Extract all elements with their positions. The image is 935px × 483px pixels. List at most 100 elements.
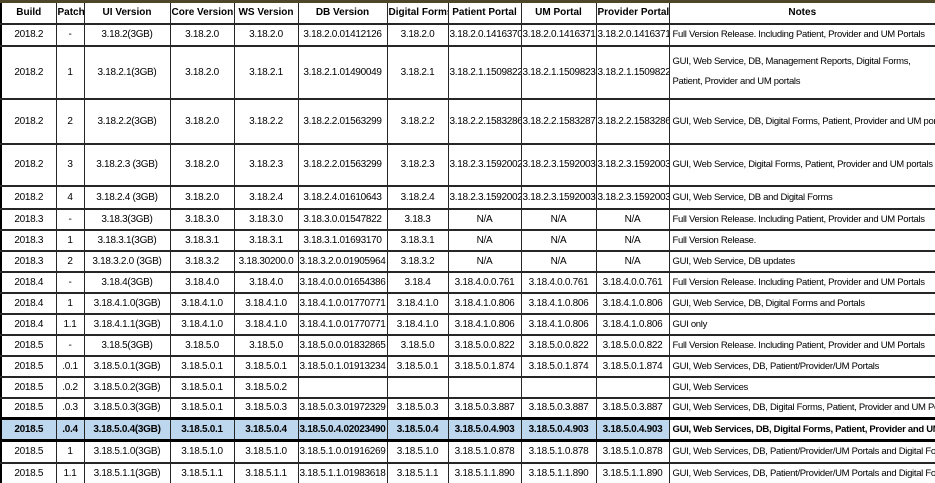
cell[interactable]: 3.18.5.1.0 bbox=[233, 439, 299, 464]
cell[interactable]: 4 bbox=[55, 184, 85, 210]
cell[interactable]: 3.18.5.0 bbox=[386, 333, 449, 357]
cell[interactable]: 3.18.2.0.1416370 bbox=[447, 22, 522, 47]
cell[interactable]: 3.18.30200.0 bbox=[233, 249, 299, 273]
cell[interactable]: 3.18.2.2.1583286 bbox=[595, 97, 670, 145]
cell[interactable]: 3.18.5.1.0(3GB) bbox=[83, 439, 171, 464]
cell[interactable]: 3.18.5.1.1.890 bbox=[447, 461, 522, 483]
cell[interactable]: 3.18.2.3.1592003 bbox=[520, 184, 597, 210]
cell[interactable]: 3.18.2.0.1416371 bbox=[520, 22, 597, 47]
cell[interactable]: 3.18.5.0.4.903 bbox=[520, 417, 597, 442]
column-header-db-version[interactable]: DB Version bbox=[297, 0, 388, 25]
cell[interactable]: 3.18.3.0 bbox=[233, 207, 299, 231]
cell[interactable]: 3.18.2.3.1592003 bbox=[520, 142, 597, 187]
cell[interactable]: 1 bbox=[55, 44, 85, 100]
cell[interactable]: 2 bbox=[55, 249, 85, 273]
cell[interactable]: 3.18.2.2.1583286 bbox=[447, 97, 522, 145]
cell[interactable]: 3.18.5.0.4 bbox=[233, 417, 299, 442]
column-header-ui-version[interactable]: UI Version bbox=[83, 0, 171, 25]
cell[interactable]: 3.18.2.1.1509822 bbox=[447, 44, 522, 100]
cell[interactable]: 3.18.4.1.0 bbox=[169, 312, 235, 336]
cell[interactable]: 3.18.5.1.1 bbox=[233, 461, 299, 483]
cell[interactable]: 3.18.2.0 bbox=[169, 184, 235, 210]
cell[interactable]: 3.18.2.2 bbox=[233, 97, 299, 145]
cell[interactable]: N/A bbox=[447, 228, 522, 252]
cell[interactable]: .0.2 bbox=[55, 375, 85, 399]
notes-cell[interactable]: GUI, Web Service, DB, Digital Forms, Pat… bbox=[668, 97, 935, 145]
cell[interactable]: 3.18.5.1.0.878 bbox=[447, 439, 522, 464]
cell[interactable]: - bbox=[55, 207, 85, 231]
cell[interactable]: 3.18.5.1.0.878 bbox=[520, 439, 597, 464]
cell[interactable]: N/A bbox=[595, 249, 670, 273]
cell[interactable]: 3.18.2.2.01563299 bbox=[297, 97, 388, 145]
cell[interactable]: 3.18.2.2(3GB) bbox=[83, 97, 171, 145]
notes-cell[interactable]: GUI, Web Service, Digital Forms, Patient… bbox=[668, 142, 935, 187]
notes-cell[interactable]: GUI, Web Services bbox=[668, 375, 935, 399]
cell[interactable]: 3.18.5.1.0.878 bbox=[595, 439, 670, 464]
cell[interactable]: 2018.3 bbox=[0, 228, 57, 252]
cell[interactable]: 3.18.5.1.0 bbox=[169, 439, 235, 464]
column-header-notes[interactable]: Notes bbox=[668, 0, 935, 25]
cell[interactable]: 3.18.5.0.4.903 bbox=[595, 417, 670, 442]
cell[interactable]: 2 bbox=[55, 97, 85, 145]
cell[interactable]: 3.18.2.4 bbox=[386, 184, 449, 210]
cell[interactable]: 3.18.2.3.1592003 bbox=[595, 142, 670, 187]
notes-cell[interactable]: GUI, Web Services, DB, Patient/Provider/… bbox=[668, 461, 935, 483]
cell[interactable]: 3.18.4.1.0(3GB) bbox=[83, 291, 171, 315]
cell[interactable]: 3.18.2.4.01610643 bbox=[297, 184, 388, 210]
notes-cell[interactable]: GUI only bbox=[668, 312, 935, 336]
cell[interactable]: 3.18.3.1(3GB) bbox=[83, 228, 171, 252]
cell[interactable]: 3.18.5.0.3.887 bbox=[595, 396, 670, 420]
cell[interactable]: 3.18.4.0 bbox=[169, 270, 235, 294]
cell[interactable]: 3.18.2.1 bbox=[233, 44, 299, 100]
notes-cell[interactable]: Full Version Release. Including Patient,… bbox=[668, 270, 935, 294]
cell[interactable]: 3.18.2.3 bbox=[233, 142, 299, 187]
cell[interactable]: 1 bbox=[55, 228, 85, 252]
cell[interactable]: N/A bbox=[520, 249, 597, 273]
notes-cell[interactable]: GUI, Web Services, DB, Digital Forms, Pa… bbox=[668, 396, 935, 420]
cell[interactable] bbox=[520, 375, 597, 399]
cell[interactable]: 3.18.2.1.1509822 bbox=[595, 44, 670, 100]
cell[interactable]: 2018.5 bbox=[0, 375, 57, 399]
cell[interactable]: 3.18.5(3GB) bbox=[83, 333, 171, 357]
cell[interactable]: 3.18.2.0 bbox=[233, 22, 299, 47]
cell[interactable]: 3.18.3 bbox=[386, 207, 449, 231]
cell[interactable]: 3.18.2.3.1592002 bbox=[447, 142, 522, 187]
cell[interactable]: 3.18.5.0.0.822 bbox=[447, 333, 522, 357]
cell[interactable]: 2018.3 bbox=[0, 207, 57, 231]
column-header-ws-version[interactable]: WS Version bbox=[233, 0, 299, 25]
cell[interactable]: 3.18.5.0.1.874 bbox=[447, 354, 522, 378]
notes-cell[interactable]: Full Version Release. Including Patient,… bbox=[668, 333, 935, 357]
cell[interactable]: 2018.5 bbox=[0, 333, 57, 357]
column-header-core-version[interactable]: Core Version bbox=[169, 0, 235, 25]
cell[interactable]: 3.18.5.0.3.01972329 bbox=[297, 396, 388, 420]
cell[interactable]: 3.18.4.1.0 bbox=[169, 291, 235, 315]
column-header-build[interactable]: Build bbox=[0, 0, 57, 25]
cell[interactable]: 3.18.5.1.1.01983618 bbox=[297, 461, 388, 483]
cell[interactable]: 3.18.4(3GB) bbox=[83, 270, 171, 294]
cell[interactable]: 1.1 bbox=[55, 312, 85, 336]
cell[interactable]: .0.3 bbox=[55, 396, 85, 420]
cell[interactable]: - bbox=[55, 22, 85, 47]
cell[interactable]: 3.18.4.0.0.761 bbox=[520, 270, 597, 294]
cell[interactable]: 3.18.2.0 bbox=[169, 44, 235, 100]
cell[interactable]: 3.18.2.1.1509823 bbox=[520, 44, 597, 100]
cell[interactable]: 3.18.2.0 bbox=[169, 22, 235, 47]
cell[interactable]: 2018.4 bbox=[0, 270, 57, 294]
cell[interactable]: 3.18.4.1.0.806 bbox=[447, 291, 522, 315]
cell[interactable]: 3.18.5.0.3(3GB) bbox=[83, 396, 171, 420]
cell[interactable]: .0.1 bbox=[55, 354, 85, 378]
cell[interactable]: 3.18.2.0 bbox=[169, 97, 235, 145]
cell[interactable] bbox=[297, 375, 388, 399]
cell[interactable]: 3.18.5.0.1 bbox=[169, 375, 235, 399]
notes-cell[interactable]: Full Version Release. Including Patient,… bbox=[668, 207, 935, 231]
cell[interactable]: 3.18.2.0.1416371 bbox=[595, 22, 670, 47]
cell[interactable]: 3.18.2.3.1592003 bbox=[595, 184, 670, 210]
cell[interactable]: 3.18.4.1.0.01770771 bbox=[297, 291, 388, 315]
notes-cell[interactable]: GUI, Web Service, DB, Management Reports… bbox=[668, 44, 935, 100]
cell[interactable]: 3.18.3(3GB) bbox=[83, 207, 171, 231]
cell[interactable]: 3.18.3.0.01547822 bbox=[297, 207, 388, 231]
cell[interactable]: 3.18.5.0.1 bbox=[169, 396, 235, 420]
notes-cell[interactable]: GUI, Web Services, DB, Patient/Provider/… bbox=[668, 354, 935, 378]
cell[interactable]: 3.18.2.1.01490049 bbox=[297, 44, 388, 100]
column-header-patch[interactable]: Patch bbox=[55, 0, 85, 25]
